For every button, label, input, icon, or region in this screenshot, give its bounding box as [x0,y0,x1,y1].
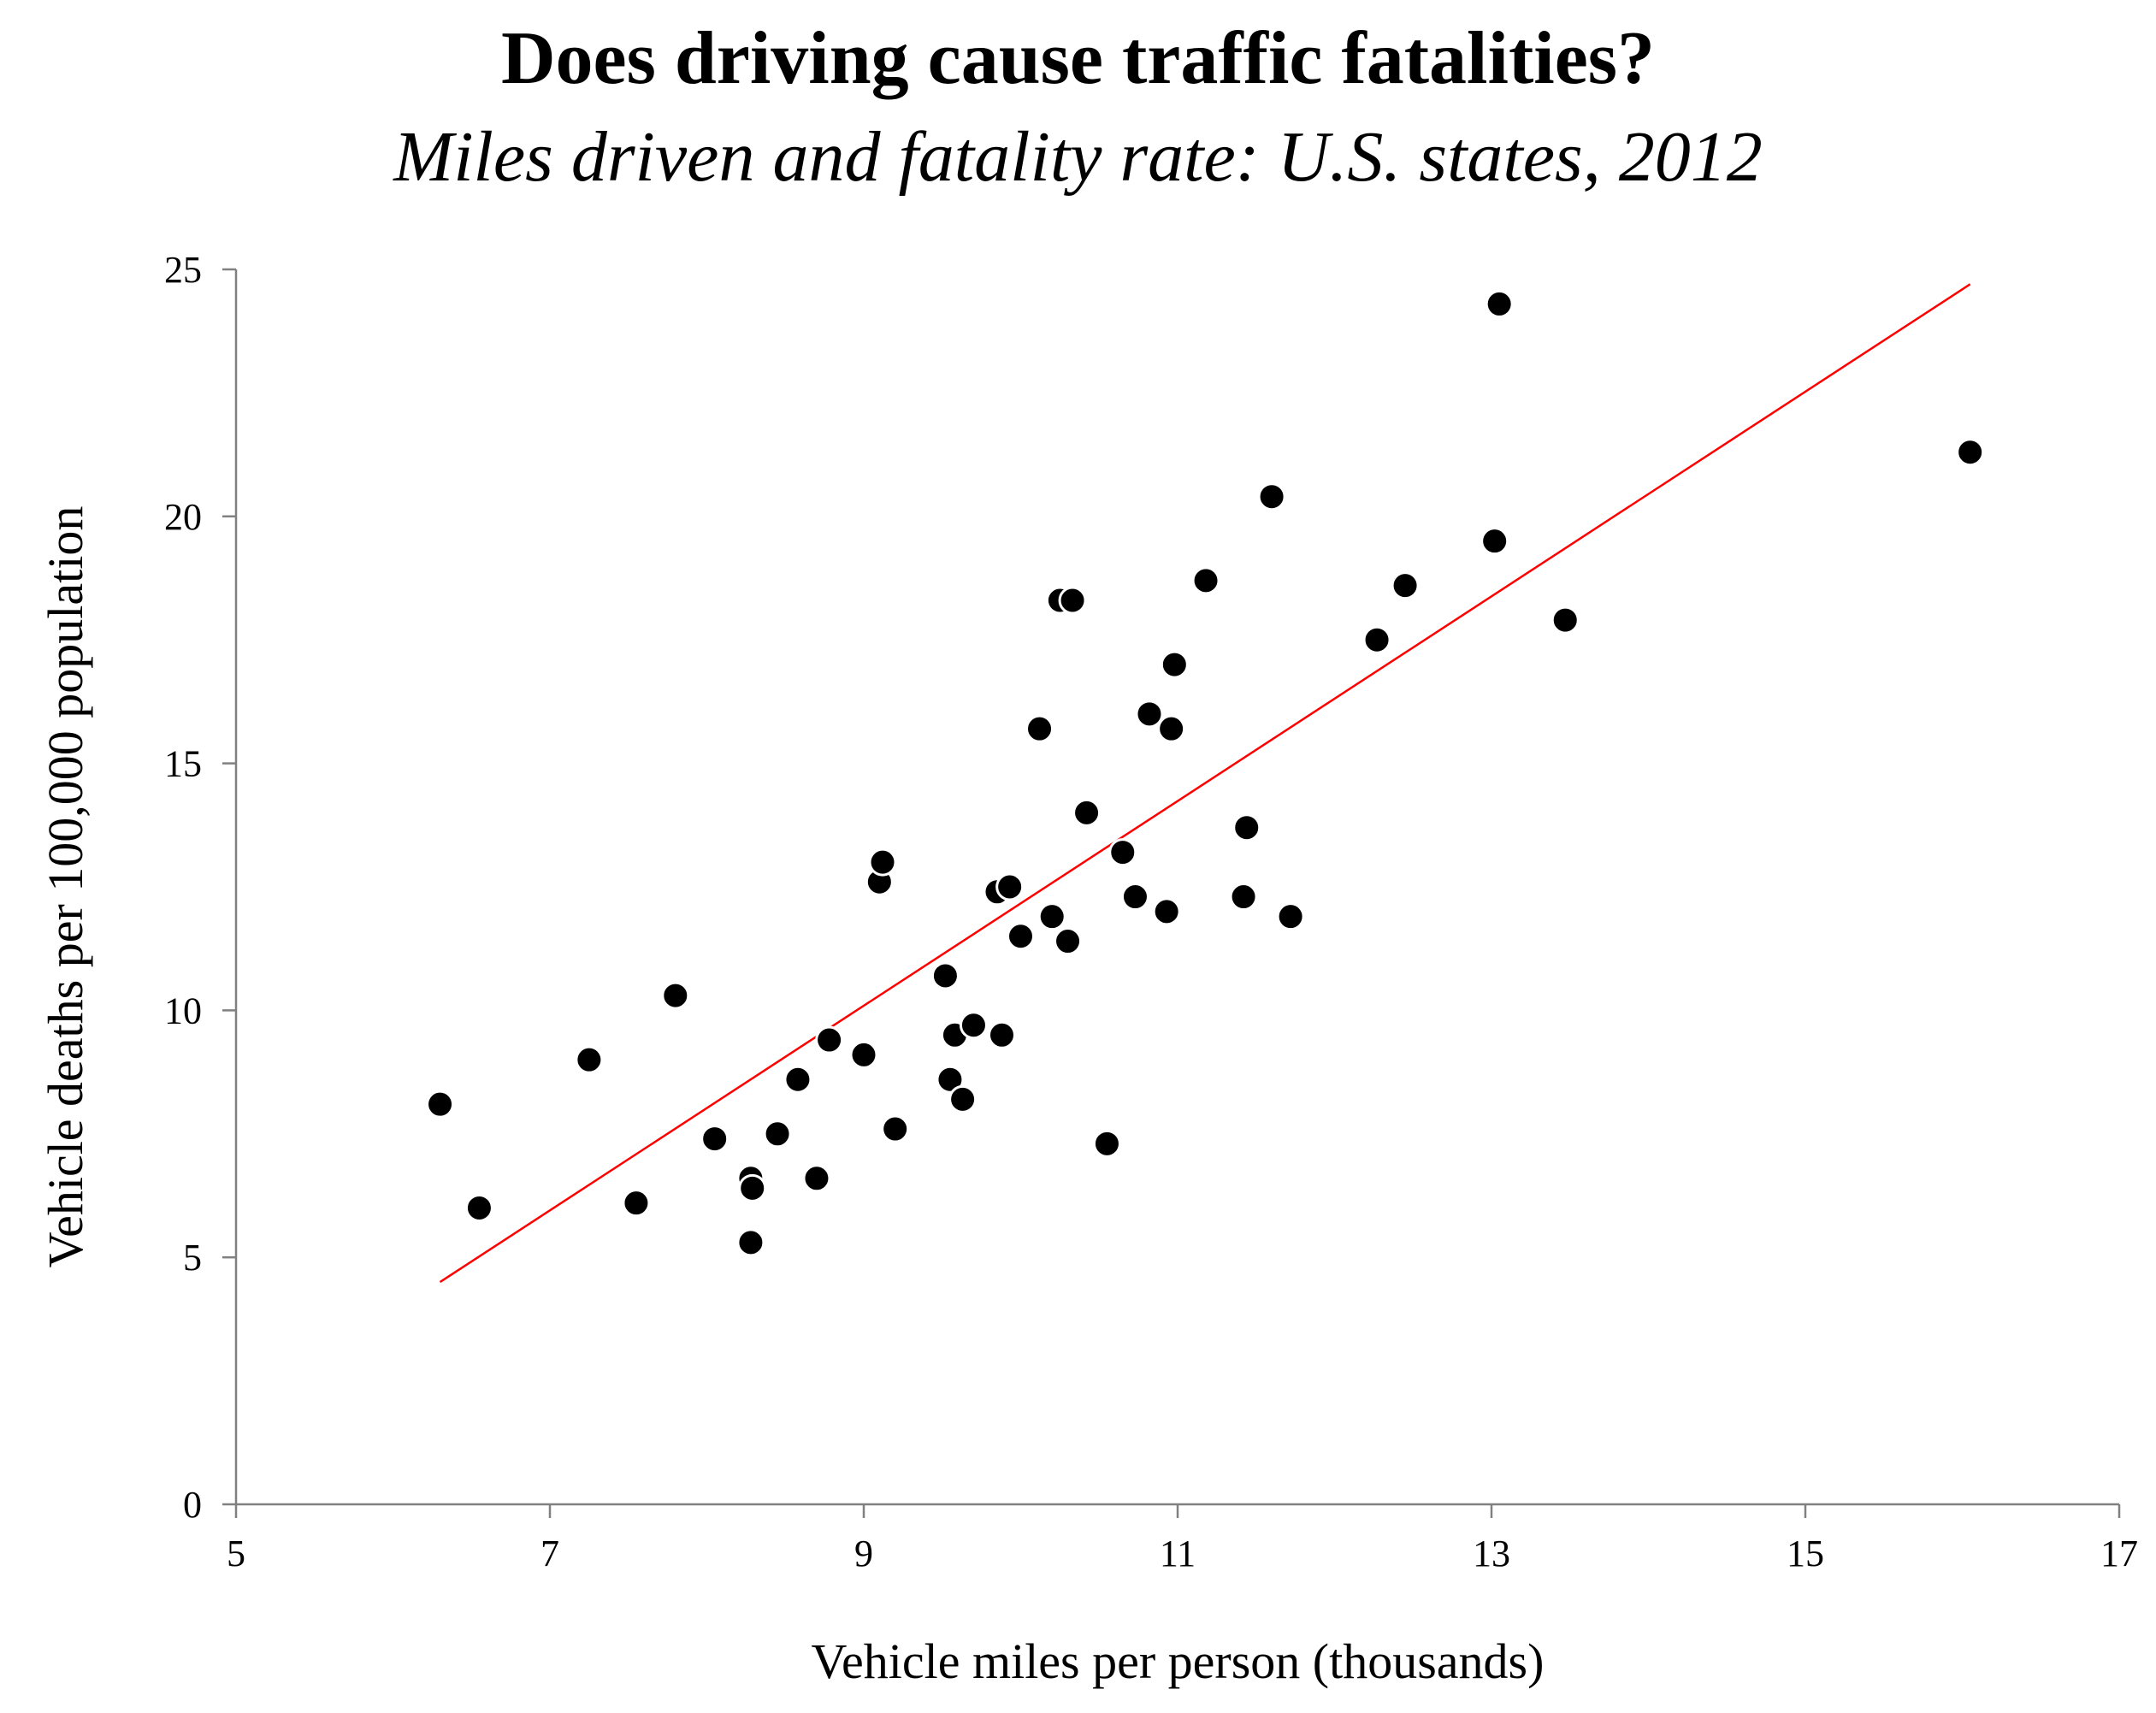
scatter-point [802,1164,831,1193]
scatter-point [1135,700,1164,729]
scatter-point [1485,289,1514,318]
scatter-point [1157,714,1186,743]
y-tick-label: 25 [164,249,202,291]
scatter-point [1054,927,1083,956]
scatter-point [936,1065,965,1094]
y-axis-label: Vehicle deaths per 100,000 population [38,506,93,1268]
scatter-point [1007,922,1035,951]
scatter-point [736,1228,765,1257]
trendline-group [439,283,1971,1284]
scatter-point [1362,625,1391,654]
scatter-point [1072,798,1102,827]
scatter-point [738,1173,767,1202]
scatter-point [1232,813,1261,842]
y-tick-label: 0 [183,1484,202,1526]
y-tick-label: 10 [164,989,202,1031]
scatter-point [1276,902,1305,931]
scatter-point [1229,883,1258,912]
x-tick-label: 15 [1787,1533,1824,1574]
y-tick-label: 5 [183,1237,202,1279]
scatter-point [849,1040,878,1069]
scatter-point [868,848,897,877]
scatter-point [426,1090,455,1119]
scatter-point [881,1114,910,1143]
x-tick-label: 13 [1473,1533,1510,1574]
scatter-point [763,1119,792,1149]
scatter-point [622,1189,651,1218]
y-tick-label: 20 [164,496,202,538]
scatter-point [1257,482,1286,511]
scatter-point [930,961,960,990]
scatter-point [661,981,690,1010]
x-tick-label: 9 [854,1533,873,1574]
x-tick-label: 7 [540,1533,559,1574]
scatter-point [1152,897,1181,926]
scatter-point [1160,650,1189,679]
x-tick-label: 11 [1160,1533,1196,1574]
scatter-point [700,1125,729,1154]
trendline [439,283,1971,1284]
scatter-point [1108,838,1137,867]
scatter-point [1025,714,1054,743]
chart-axes [234,269,2119,1506]
scatter-point [1058,586,1087,615]
scatter-point [783,1065,812,1094]
scatter-point [995,872,1025,901]
y-tick-label: 15 [164,743,202,785]
scatter-point [987,1020,1016,1049]
scatter-point [1551,605,1580,635]
scatter-point [1092,1129,1121,1158]
scatter-point [815,1025,844,1054]
scatter-point [464,1193,493,1222]
x-tick-label: 5 [227,1533,245,1574]
data-points [426,289,1985,1257]
x-axis-label: Vehicle miles per person (thousands) [812,1633,1545,1689]
scatter-point [1037,902,1066,931]
chart-title: Does driving cause traffic fatalities? [500,17,1656,100]
x-tick-label: 17 [2100,1533,2138,1574]
scatter-point [948,1084,978,1113]
scatter-point [1391,571,1420,600]
scatter-point [1120,883,1149,912]
chart-subtitle: Miles driven and fatality rate: U.S. sta… [393,117,1763,197]
scatter-point [1480,527,1509,556]
scatter-point [1191,566,1220,595]
scatter-point [959,1011,988,1040]
scatter-point [575,1045,604,1074]
scatter-point [1956,438,1985,467]
